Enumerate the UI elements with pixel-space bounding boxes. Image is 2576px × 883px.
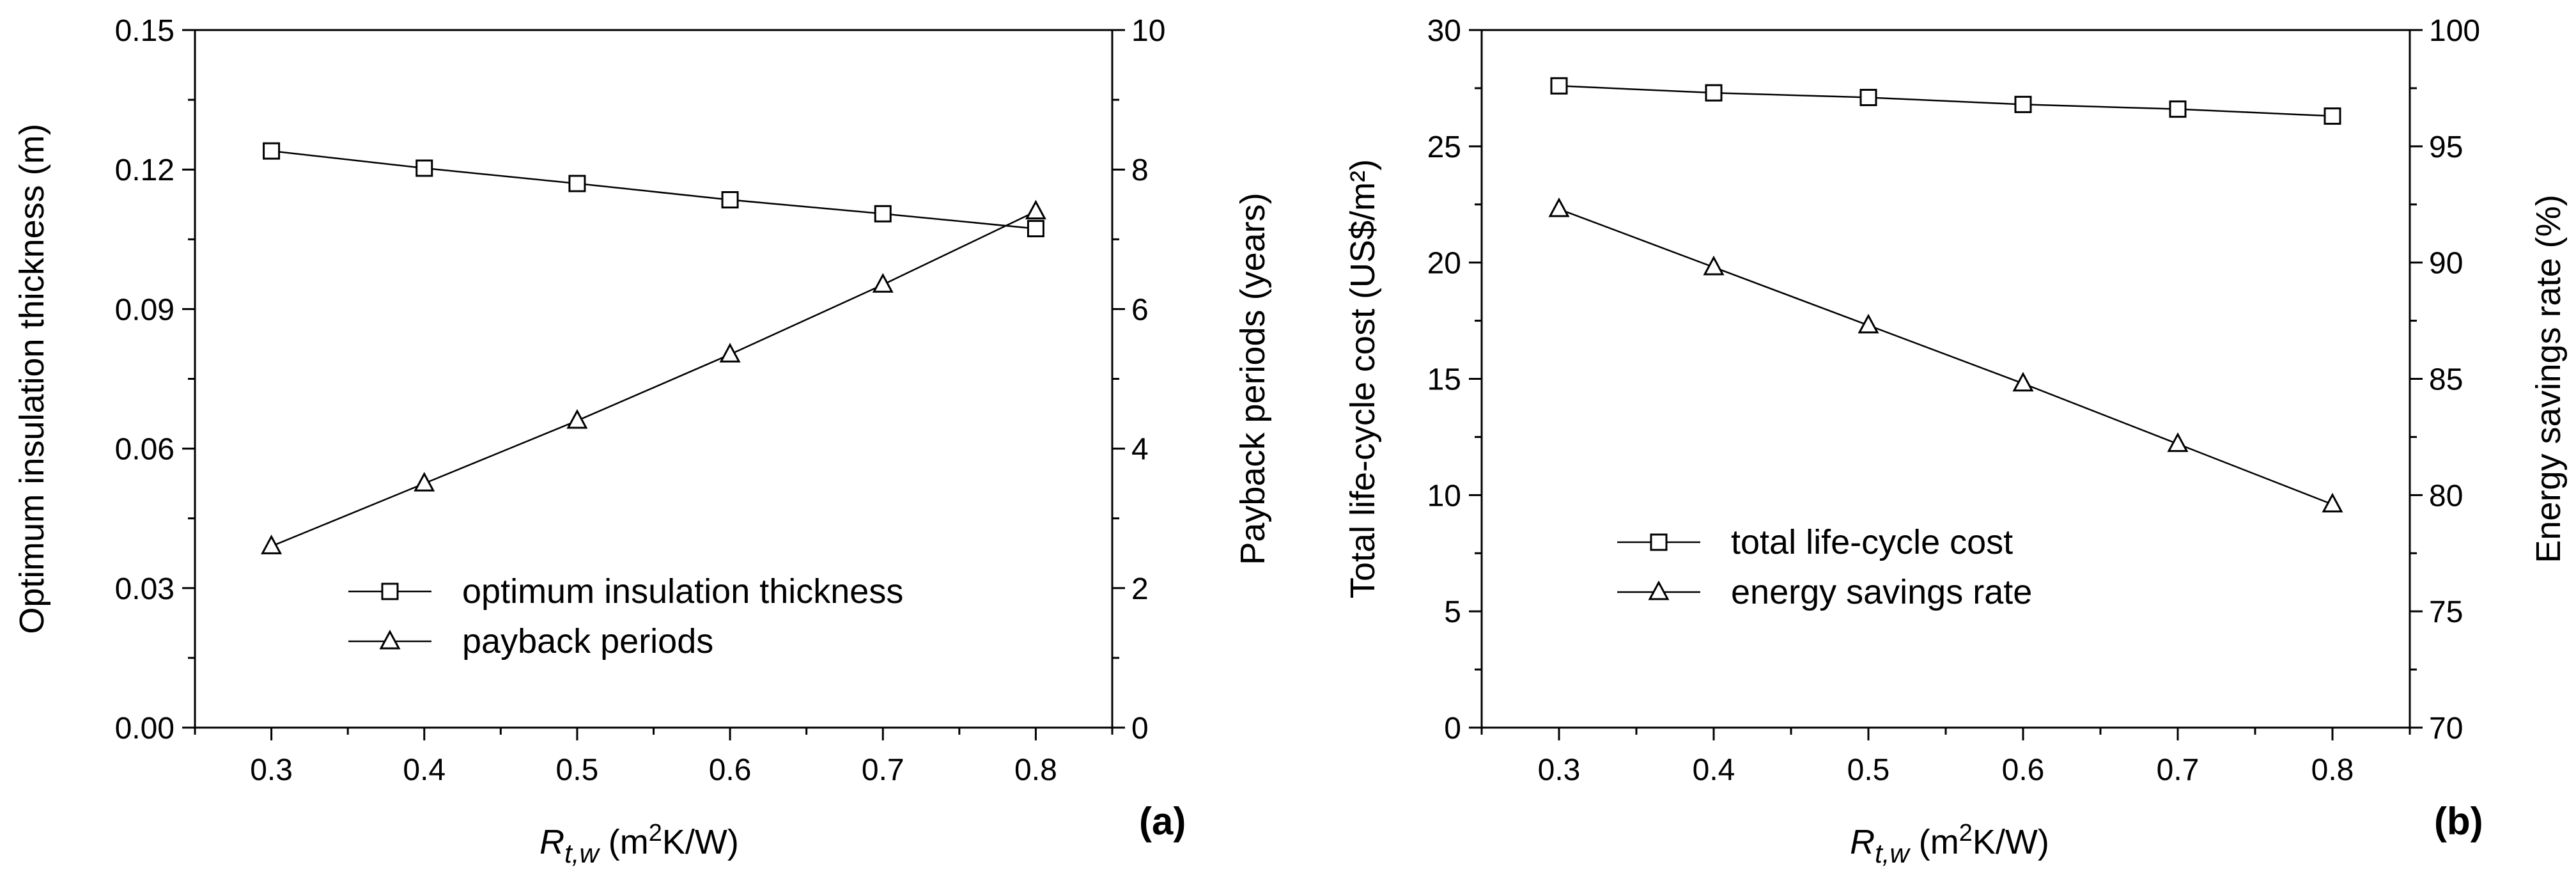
y-right-tick-label: 2 (1131, 572, 1149, 606)
data-point-square (263, 142, 281, 160)
y-left-tick-label: 0.03 (115, 572, 175, 606)
y-right-tick-label: 4 (1131, 433, 1149, 467)
x-tick-label: 0.5 (1847, 753, 1890, 787)
y-right-tick-label: 85 (2429, 363, 2463, 397)
data-point-triangle (1858, 313, 1879, 334)
series-line-triangle (271, 210, 1036, 547)
series-line-square (271, 150, 1036, 230)
legend-marker-square (381, 582, 399, 600)
y-left-axis-title: Optimum insulation thickness (m) (13, 123, 51, 634)
x-tick-label: 0.4 (403, 753, 446, 787)
x-axis-title-unit: (m (599, 823, 649, 861)
y-left-tick-label: 20 (1427, 247, 1461, 281)
data-point-square (2324, 107, 2341, 125)
y-left-tick-label: 25 (1427, 130, 1461, 164)
legend-marker-triangle (1648, 580, 1670, 600)
y-right-tick-label: 10 (1131, 14, 1165, 48)
y-left-tick-label: 0.15 (115, 14, 175, 48)
x-axis-title-symbol: R (539, 823, 564, 861)
y-left-tick-label: 0.06 (115, 433, 175, 467)
y-left-tick-label: 0.12 (115, 153, 175, 187)
legend-label-square: optimum insulation thickness (462, 572, 903, 611)
x-tick-label: 0.4 (1693, 753, 1735, 787)
series-line-triangle (1558, 208, 2333, 506)
data-point-square (1859, 88, 1877, 106)
y-left-tick-label: 5 (1444, 595, 1461, 629)
data-point-square (415, 159, 433, 177)
x-axis-title-unit-end: K/W) (1973, 823, 2049, 861)
x-tick-label: 0.3 (1538, 753, 1581, 787)
x-tick-label: 0.8 (1014, 753, 1057, 787)
data-point-square (568, 175, 586, 192)
y-right-tick-label: 75 (2429, 595, 2463, 629)
x-tick-label: 0.3 (250, 753, 293, 787)
y-right-tick-label: 70 (2429, 712, 2463, 746)
x-axis-title-unit-end: K/W) (662, 823, 739, 861)
data-point-triangle (2167, 432, 2189, 452)
x-axis-title-superscript: 2 (649, 820, 662, 847)
y-left-tick-label: 10 (1427, 479, 1461, 513)
x-axis-title-subscript: t,w (564, 838, 600, 868)
panel-label: (b) (2434, 800, 2483, 843)
y-left-tick-label: 15 (1427, 363, 1461, 397)
chart-panel-a: 0.3 0.4 0.5 0.6 0.7 0.8 0.00 0.03 0.06 0.09 0.12 0.… (13, 14, 1272, 868)
data-point-triangle (719, 343, 741, 363)
y-right-tick-label: 90 (2429, 247, 2463, 281)
y-left-tick-label: 30 (1427, 14, 1461, 48)
x-tick-label: 0.6 (2002, 753, 2045, 787)
y-right-tick-label: 8 (1131, 153, 1149, 187)
y-right-tick-label: 100 (2429, 14, 2480, 48)
data-point-triangle (1703, 255, 1725, 276)
x-axis-title-symbol: R (1850, 823, 1875, 861)
y-right-tick-label: 95 (2429, 130, 2463, 164)
x-axis-title-unit: (m (1909, 823, 1959, 861)
x-axis-title-superscript: 2 (1959, 820, 1973, 847)
data-point-triangle (566, 409, 588, 429)
x-tick-label: 0.7 (862, 753, 904, 787)
legend-label-triangle: payback periods (462, 622, 713, 660)
data-point-triangle (414, 471, 435, 492)
x-axis-title-subscript: t,w (1875, 838, 1911, 868)
series-line-square (1558, 85, 2333, 117)
y-left-tick-label: 0.00 (115, 712, 175, 746)
y-right-axis-title: Payback periods (years) (1234, 192, 1272, 565)
legend-marker-triangle (379, 629, 401, 650)
data-point-triangle (2012, 371, 2034, 392)
data-point-square (1027, 220, 1044, 238)
data-point-triangle (1025, 199, 1046, 220)
panel-label: (a) (1139, 800, 1186, 843)
data-point-triangle (1548, 197, 1570, 217)
x-axis-title: Rt,w (m2K/W) (539, 820, 739, 868)
data-point-triangle (2322, 492, 2343, 513)
y-left-tick-label: 0.09 (115, 293, 175, 327)
data-point-square (2169, 100, 2187, 118)
legend-label-triangle: energy savings rate (1731, 573, 2032, 611)
chart-panel-b: 0.3 0.4 0.5 0.6 0.7 0.8 0 5 10 15 20 25 30 70 75 80 85 90… (1344, 14, 2568, 868)
y-right-tick-label: 80 (2429, 479, 2463, 513)
data-point-triangle (261, 535, 283, 554)
x-axis-title: Rt,w (m2K/W) (1850, 820, 2049, 868)
y-left-axis-title: Total life-cycle cost (US$/m²) (1344, 159, 1382, 598)
data-point-square (1705, 84, 1723, 102)
x-tick-label: 0.8 (2311, 753, 2354, 787)
y-right-tick-label: 0 (1131, 712, 1149, 746)
data-point-square (1550, 77, 1568, 95)
x-tick-label: 0.6 (709, 753, 752, 787)
data-point-square (2014, 95, 2032, 113)
y-left-tick-label: 0 (1444, 712, 1461, 746)
legend-label-square: total life-cycle cost (1731, 523, 2013, 561)
data-point-triangle (872, 273, 894, 293)
legend-marker-square (1650, 533, 1668, 551)
y-right-axis-title: Energy savings rate (%) (2529, 194, 2568, 563)
y-right-tick-label: 6 (1131, 293, 1149, 327)
data-point-square (874, 205, 892, 223)
data-point-square (721, 191, 739, 208)
x-tick-label: 0.7 (2157, 753, 2200, 787)
x-tick-label: 0.5 (556, 753, 599, 787)
plot-frame (1480, 29, 2411, 729)
